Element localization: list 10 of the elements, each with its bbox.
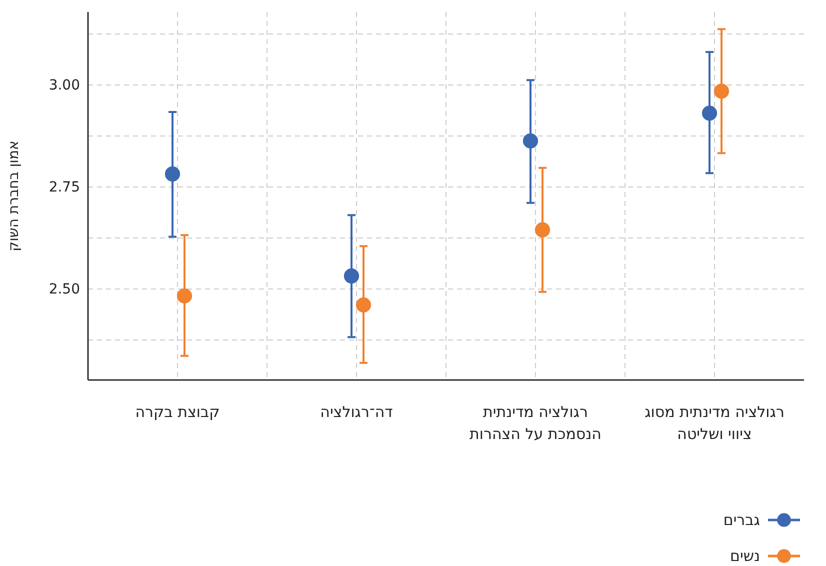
y-tick-label: 3.00	[48, 78, 80, 94]
y-tick-label: 2.75	[48, 180, 80, 196]
x-tick-label: רגולציה מדינתית מסוג ציווי ושליטה	[644, 403, 784, 443]
x-tick-label: רגולציה מדינתית הנסמכת על הצהרות	[470, 403, 602, 443]
y-tick-label: 2.50	[48, 282, 80, 298]
legend-label: גברים	[723, 511, 760, 529]
x-tick-label: קבוצת בקרה	[135, 403, 220, 421]
legend-label: נשים	[730, 547, 760, 565]
y-axis-title: אמון בחברת השוק	[6, 140, 22, 252]
x-tick-label: דה־רגולציה	[320, 403, 393, 421]
